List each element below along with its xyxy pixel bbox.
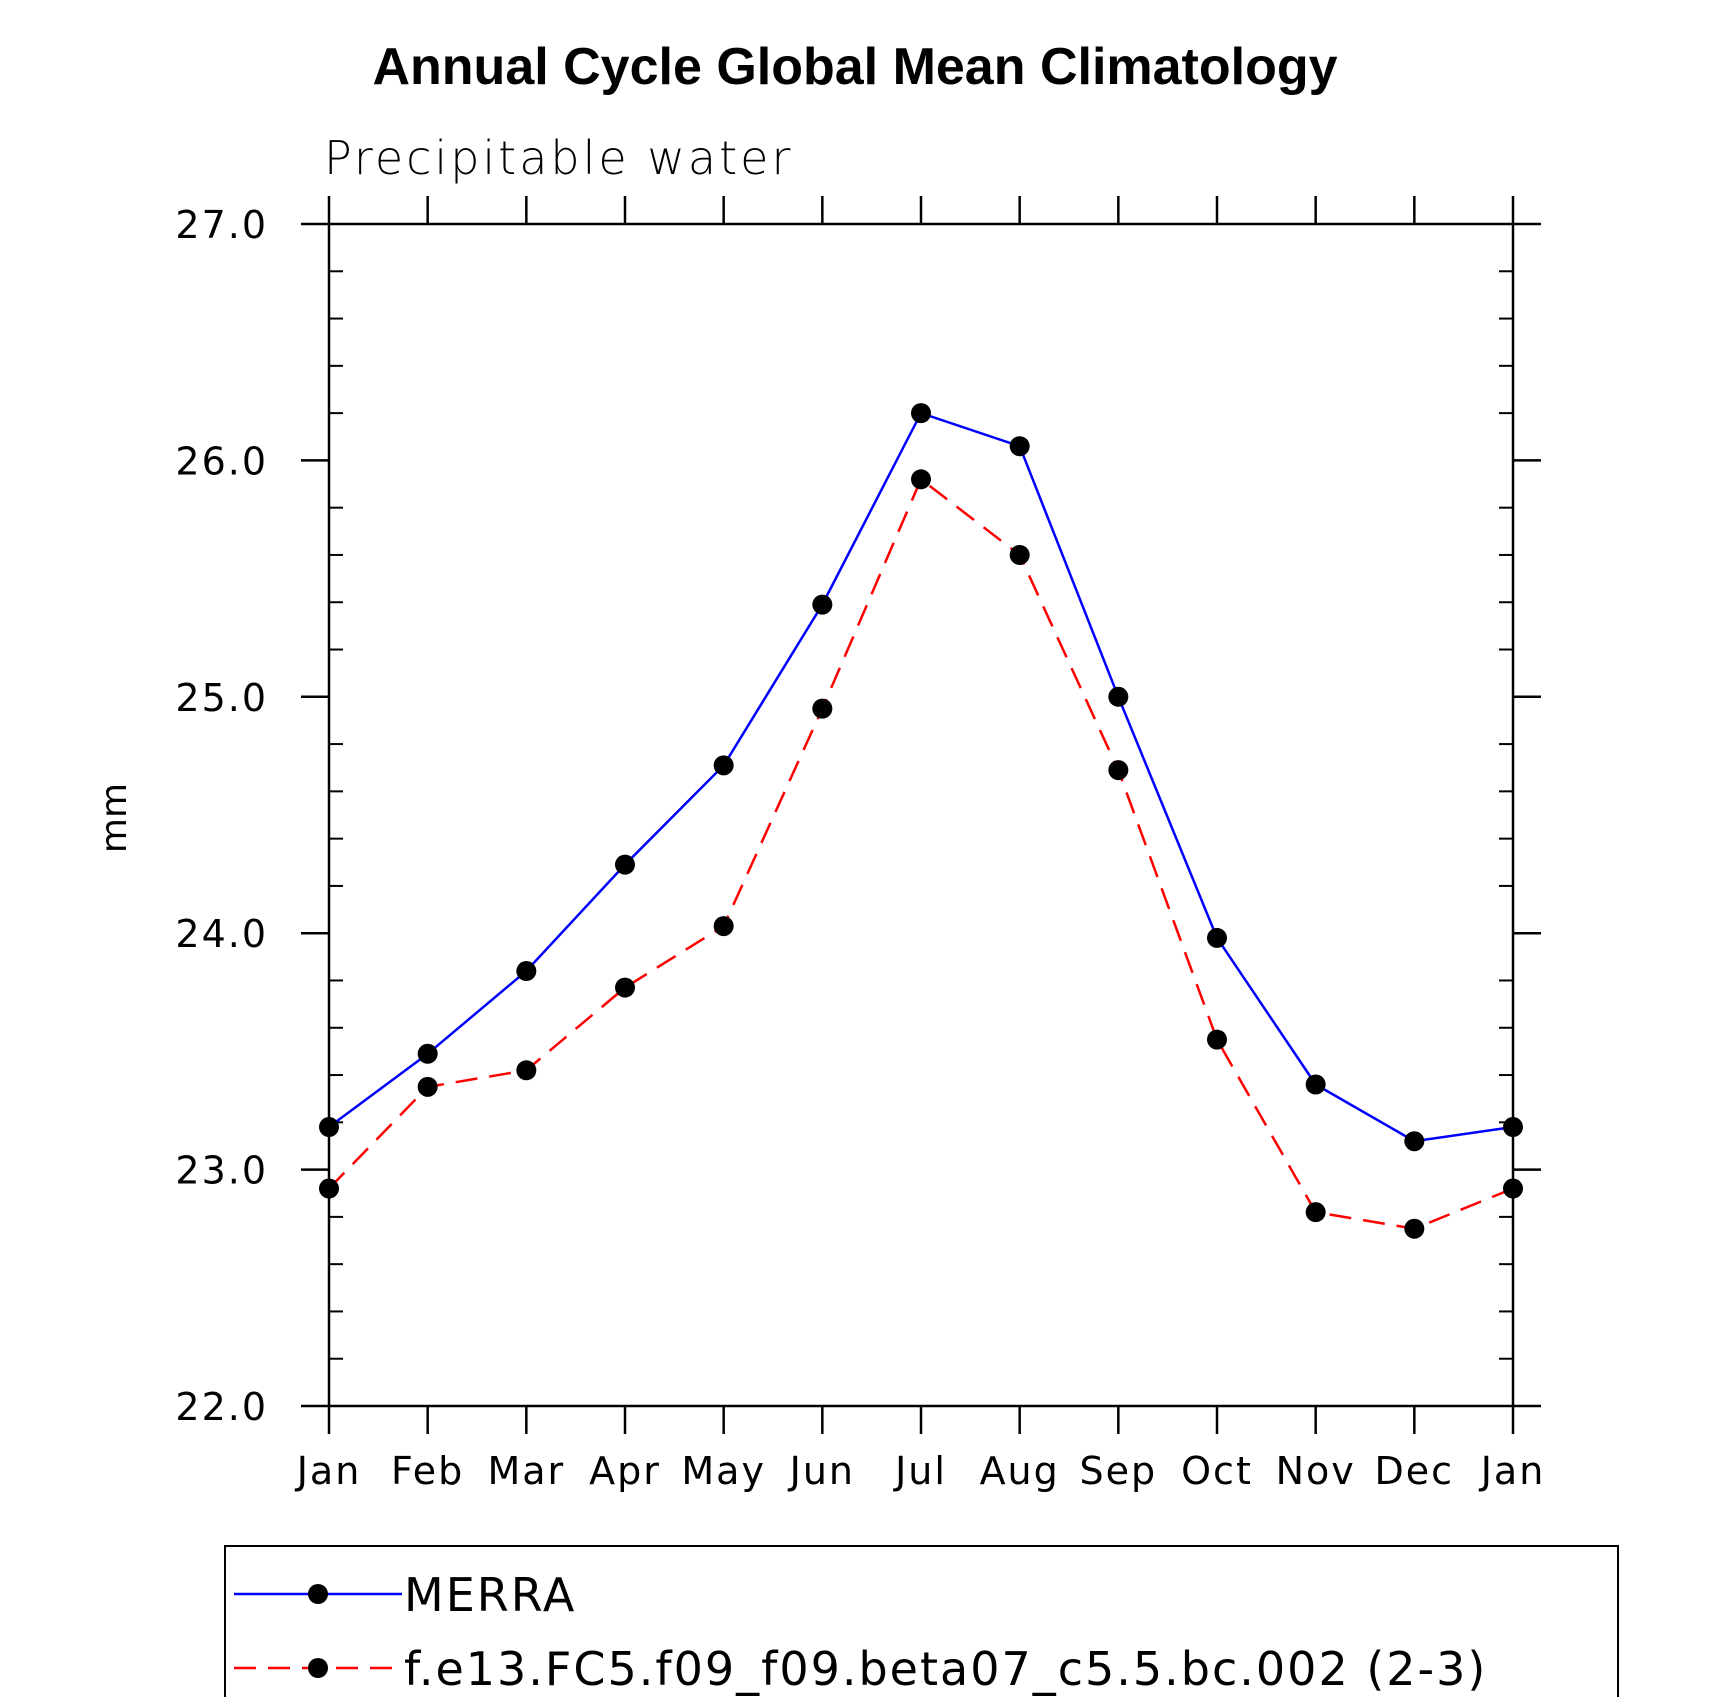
series-1-point [812,698,833,719]
legend: MERRA f.e13.FC5.f09_f09.beta07_c5.5.bc.00… [234,1568,1487,1696]
series-1-point [1404,1218,1425,1239]
series-1-point [1305,1202,1326,1223]
series-0-point [1207,927,1227,948]
series-0-point [812,594,833,615]
x-tick-label: Jul [893,1449,947,1493]
series-1-point [417,1076,438,1097]
series-0-point [1503,1117,1523,1138]
x-tick-label: Nov [1276,1449,1356,1493]
chart-title: Annual Cycle Global Mean Climatology [372,38,1337,96]
y-axis-label: mm [94,783,135,853]
axis-tick-labels: Jan Feb Mar Apr May Jun Jul Aug Sep Oct Nov Dec Jan 2… [175,203,1546,1493]
x-tick-label: Oct [1181,1449,1253,1493]
series-0-point [319,1117,339,1138]
series-1-point [516,1060,537,1081]
legend-marker-0 [308,1584,328,1604]
x-tick-label: Feb [391,1449,464,1493]
legend-label-1: f.e13.FC5.f09_f09.beta07_c5.5.bc.002 (2-… [404,1642,1487,1696]
series-0-point [713,755,734,776]
x-tick-label: Dec [1375,1449,1455,1493]
series-0-point [1108,686,1129,707]
series-0-point [516,961,537,982]
series-points [319,403,1523,1239]
series-0-point [1305,1074,1326,1095]
series-0-point [417,1043,438,1064]
series-1-point [1503,1178,1523,1199]
legend-box [224,1545,1619,1697]
y-tick-label: 23.0 [175,1149,268,1193]
series-1-point [615,977,635,998]
x-tick-label: Aug [980,1449,1060,1493]
series-1-point [1207,1029,1227,1050]
y-tick-label: 25.0 [175,676,268,720]
series-lines [328,411,1514,1230]
x-tick-label: Jun [788,1449,855,1493]
series-line-1 [328,477,1514,1230]
series-line-0 [328,411,1514,1143]
axis-ticks [301,196,1541,1434]
x-tick-label: Jan [295,1449,362,1493]
legend-marker-1 [308,1658,328,1678]
chart-subtitle: Precipitable water [324,131,793,185]
series-0-point [1009,436,1030,457]
series-0-point [911,403,931,424]
y-tick-label: 22.0 [175,1385,268,1429]
series-1-point [713,916,734,937]
x-tick-label: Jan [1479,1449,1546,1493]
series-1-point [1009,544,1030,565]
y-tick-label: 24.0 [175,912,268,956]
y-tick-label: 26.0 [175,439,268,483]
series-0-point [1404,1131,1425,1152]
series-1-point [319,1178,339,1199]
legend-label-0: MERRA [404,1568,576,1622]
series-1-point [911,469,931,490]
y-tick-label: 27.0 [175,203,268,247]
x-tick-label: Mar [487,1449,565,1493]
x-tick-label: May [681,1449,766,1493]
series-0-point [615,854,635,875]
series-1-point [1108,760,1129,781]
plot-frame [327,222,1515,1408]
x-tick-label: Sep [1080,1449,1158,1493]
x-tick-label: Apr [589,1449,661,1493]
